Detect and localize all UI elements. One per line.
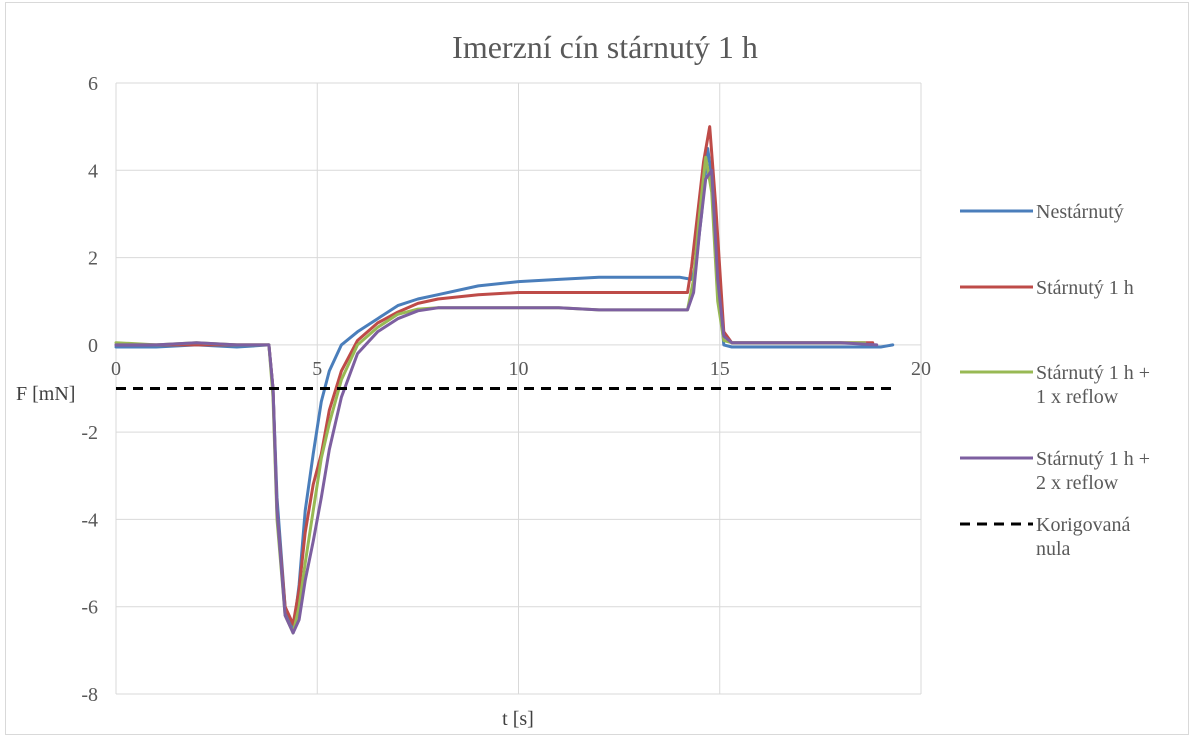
y-tick-labels: -8 -6 -4 -2 0 2 4 6 [81, 73, 98, 706]
series-layer [114, 125, 895, 635]
x-tick-label: 5 [312, 358, 322, 380]
series-line-3 [114, 155, 867, 635]
x-tick-label: 20 [911, 358, 931, 380]
series-line-4 [114, 168, 879, 635]
series-line-2 [114, 125, 875, 626]
legend-label: Stárnutý 1 h + [1036, 448, 1150, 470]
y-tick-label: 0 [88, 335, 98, 357]
legend-label: 1 x reflow [1036, 386, 1119, 408]
legend-label: Stárnutý 1 h [1036, 277, 1134, 299]
x-axis-title: t [s] [502, 708, 534, 730]
x-tick-label: 10 [509, 358, 529, 380]
chart-title: Imerzní cín stárnutý 1 h [452, 29, 758, 65]
legend-label: 2 x reflow [1036, 472, 1119, 494]
y-tick-label: 4 [88, 160, 98, 182]
y-axis-title: F [mN] [16, 383, 75, 405]
legend-label: nula [1036, 538, 1071, 560]
grid-layer [115, 82, 922, 695]
y-tick-label: -6 [81, 597, 98, 619]
x-tick-labels: 0 5 10 15 20 [111, 358, 931, 380]
legend-label: Nestárnutý [1036, 201, 1124, 223]
x-tick-label: 0 [111, 358, 121, 380]
y-tick-label: -2 [81, 422, 98, 444]
chart-frame [5, 2, 1189, 735]
y-tick-label: -8 [81, 684, 98, 706]
series-line-1 [114, 147, 895, 635]
legend-label: Stárnutý 1 h + [1036, 362, 1150, 384]
legend-label: Korigovaná [1036, 514, 1131, 536]
y-tick-label: -4 [81, 509, 98, 531]
x-tick-label: 15 [710, 358, 730, 380]
y-tick-label: 2 [88, 248, 98, 270]
y-tick-label: 6 [88, 73, 98, 95]
